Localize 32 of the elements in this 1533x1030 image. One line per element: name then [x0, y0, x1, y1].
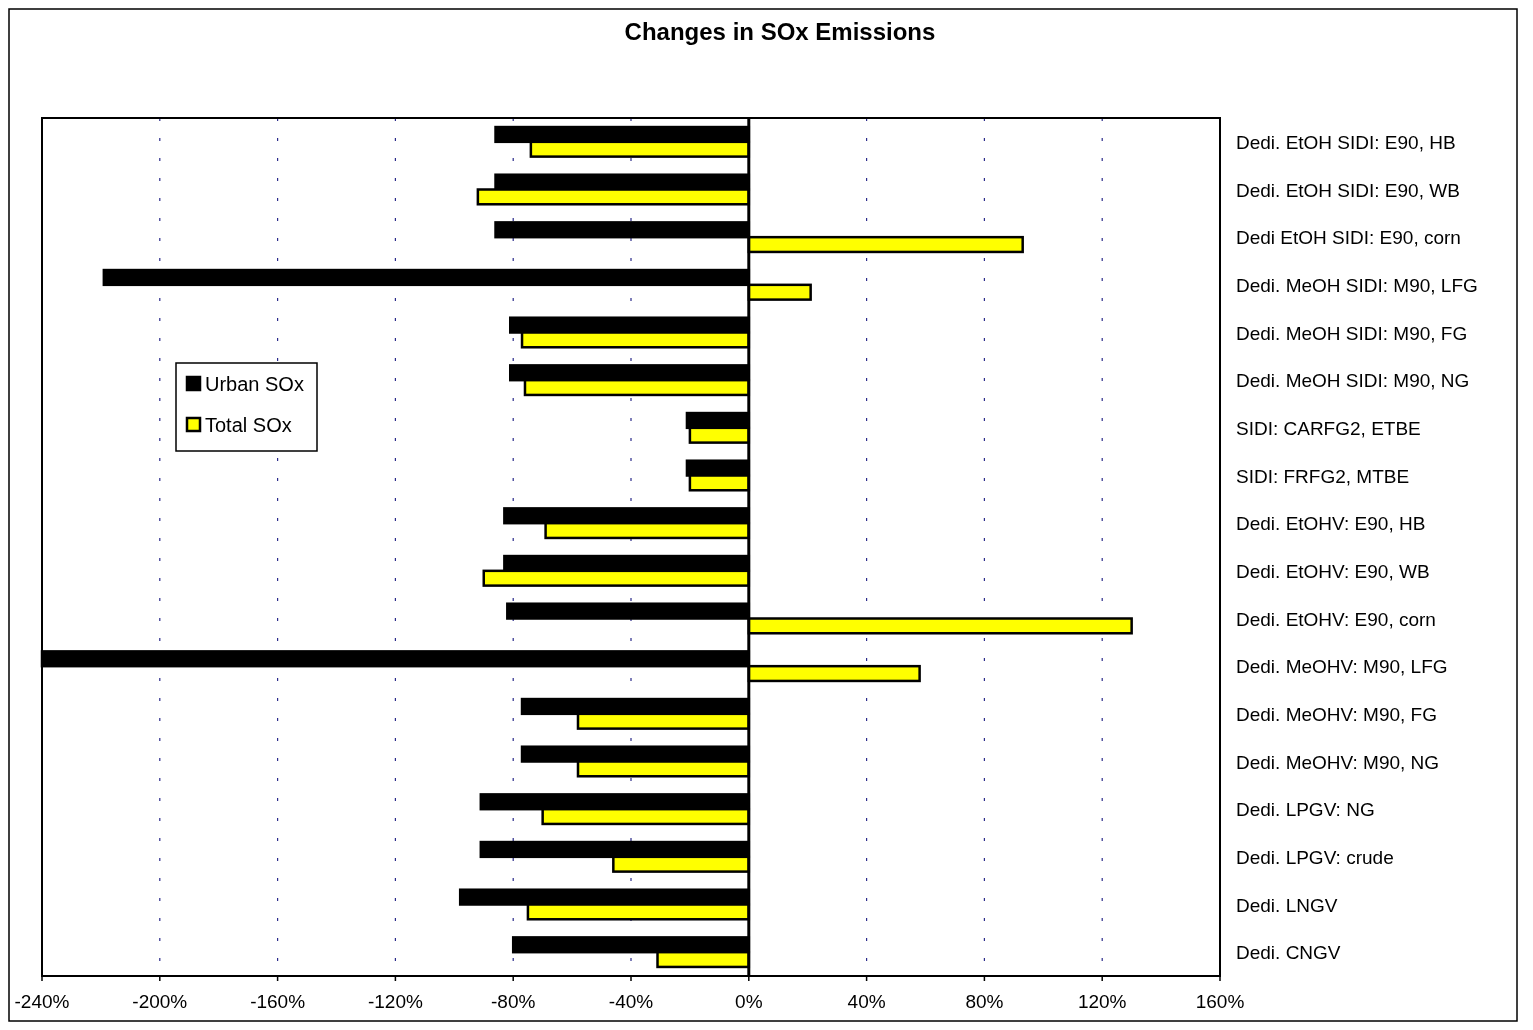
- y-tick-label: Dedi. LPGV: crude: [1236, 846, 1394, 868]
- y-tick-label: Dedi. CNGV: [1236, 942, 1341, 964]
- x-tick-label: -40%: [608, 991, 654, 1012]
- legend-label: Total SOx: [205, 414, 292, 436]
- y-tick-label: Dedi. EtOH SIDI: E90, WB: [1236, 179, 1460, 201]
- y-tick-label: Dedi. EtOHV: E90, HB: [1236, 513, 1426, 535]
- y-tick-label: Dedi. MeOHV: M90, NG: [1236, 751, 1440, 773]
- y-tick-label: Dedi. MeOH SIDI: M90, LFG: [1236, 274, 1478, 296]
- y-tick-label: Dedi. EtOHV: E90, corn: [1236, 608, 1436, 630]
- y-tick-label: Dedi. MeOH SIDI: M90, NG: [1236, 370, 1470, 392]
- y-tick-label: Dedi. MeOH SIDI: M90, FG: [1236, 322, 1468, 344]
- y-tick-label: SIDI: FRFG2, MTBE: [1236, 465, 1410, 487]
- x-tick-label: -200%: [132, 991, 188, 1012]
- y-tick-label: Dedi. EtOHV: E90, WB: [1236, 560, 1430, 582]
- y-tick-label: Dedi. EtOH SIDI: E90, HB: [1236, 131, 1456, 153]
- x-tick-label: 0%: [735, 991, 763, 1012]
- y-tick-label: Dedi. LNGV: [1236, 894, 1338, 916]
- y-tick-label: Dedi. LPGV: NG: [1236, 799, 1375, 821]
- y-tick-label: SIDI: CARFG2, ETBE: [1236, 417, 1421, 439]
- legend-label: Urban SOx: [205, 373, 304, 395]
- x-tick-label: 40%: [847, 991, 886, 1012]
- y-tick-label: Dedi. MeOHV: M90, FG: [1236, 703, 1437, 725]
- y-tick-label: Dedi EtOH SIDI: E90, corn: [1236, 227, 1461, 249]
- x-tick-label: 160%: [1195, 991, 1245, 1012]
- x-tick-label: -80%: [491, 991, 536, 1012]
- x-tick-label: -120%: [367, 991, 423, 1012]
- x-tick-label: 120%: [1077, 991, 1127, 1012]
- x-tick-label: -160%: [250, 991, 306, 1012]
- chart-title: Changes in SOx Emissions: [624, 18, 936, 45]
- x-tick-label: 80%: [965, 991, 1004, 1012]
- x-tick-label: -240%: [14, 991, 70, 1012]
- y-tick-label: Dedi. MeOHV: M90, LFG: [1236, 656, 1448, 678]
